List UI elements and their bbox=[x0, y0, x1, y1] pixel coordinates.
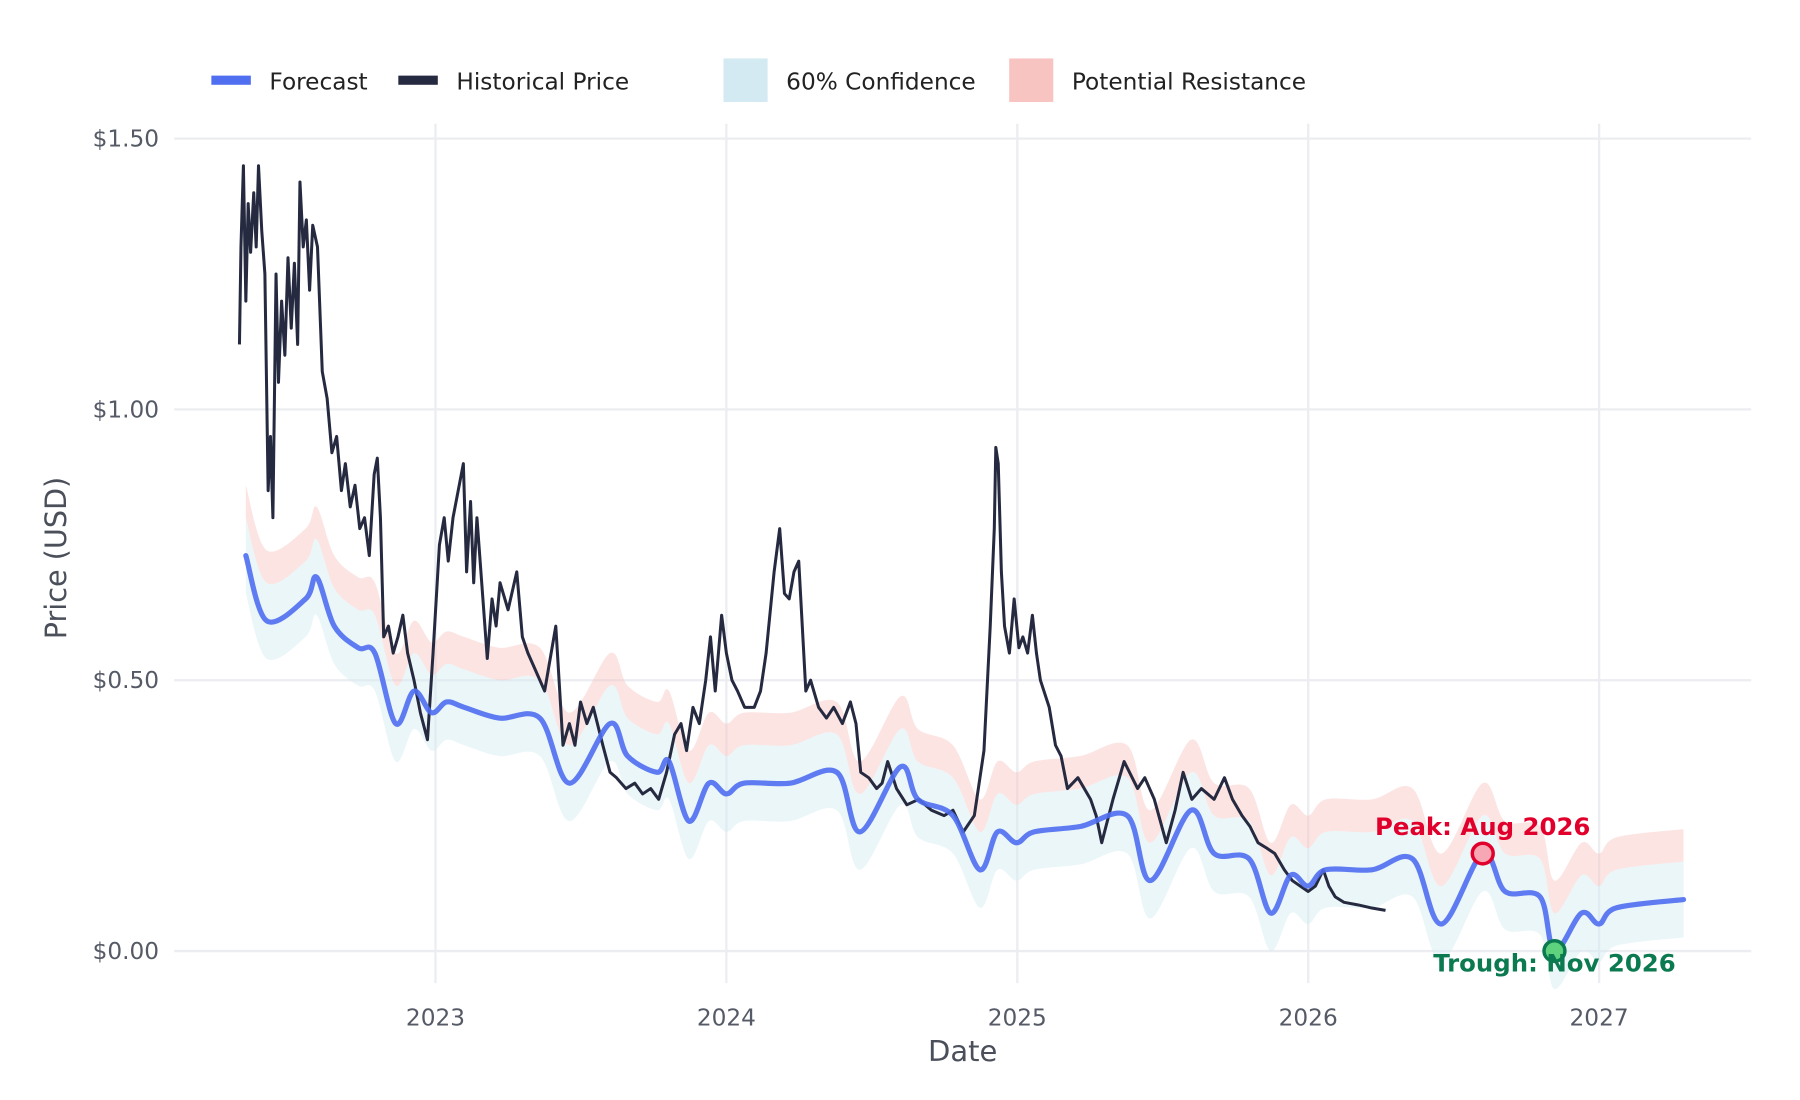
x-tick-label: 2027 bbox=[1570, 1006, 1629, 1032]
peak-marker bbox=[1470, 841, 1495, 866]
confidence-band bbox=[245, 517, 1684, 990]
forecast-legend-swatch bbox=[211, 75, 251, 85]
x-tick-label: 2025 bbox=[988, 1006, 1047, 1032]
legend-label: 60% Confidence bbox=[786, 70, 976, 96]
legend: Forecast Historical Price 60% Confidence Po… bbox=[211, 58, 1306, 102]
legend-label: Potential Resistance bbox=[1072, 70, 1306, 96]
trough-marker bbox=[1542, 939, 1567, 964]
historical-legend-swatch bbox=[398, 75, 438, 85]
y-axis-ticks: $0.00 $0.50 $1.00 $1.50 bbox=[93, 127, 159, 965]
y-tick-label: $1.00 bbox=[93, 398, 159, 424]
y-tick-label: $1.50 bbox=[93, 127, 159, 153]
resistance-band bbox=[245, 485, 1684, 914]
x-tick-label: 2023 bbox=[406, 1006, 465, 1032]
trough-annotation: Trough: Nov 2026 bbox=[1433, 950, 1676, 978]
forecast-line bbox=[243, 553, 1687, 954]
series-lines bbox=[237, 164, 1687, 954]
peak-annotation: Peak: Aug 2026 bbox=[1375, 813, 1590, 841]
bands bbox=[245, 485, 1684, 990]
y-axis-title: Price (USD) bbox=[39, 477, 73, 639]
y-tick-label: $0.50 bbox=[93, 668, 159, 694]
x-axis-title: Date bbox=[928, 1034, 997, 1068]
historical-price-line bbox=[237, 164, 1386, 912]
grid bbox=[174, 123, 1752, 984]
legend-label: Forecast bbox=[269, 70, 367, 96]
legend-label: Historical Price bbox=[456, 70, 629, 96]
x-tick-label: 2024 bbox=[697, 1006, 756, 1032]
annotation-markers: Peak: Aug 2026 Trough: Nov 2026 bbox=[1375, 813, 1676, 977]
resistance-legend-swatch bbox=[1009, 58, 1054, 102]
x-axis-ticks: 2023 2024 2025 2026 2027 bbox=[406, 1006, 1629, 1032]
confidence-legend-swatch bbox=[723, 58, 768, 102]
y-tick-label: $0.00 bbox=[93, 939, 159, 965]
x-tick-label: 2026 bbox=[1279, 1006, 1338, 1032]
